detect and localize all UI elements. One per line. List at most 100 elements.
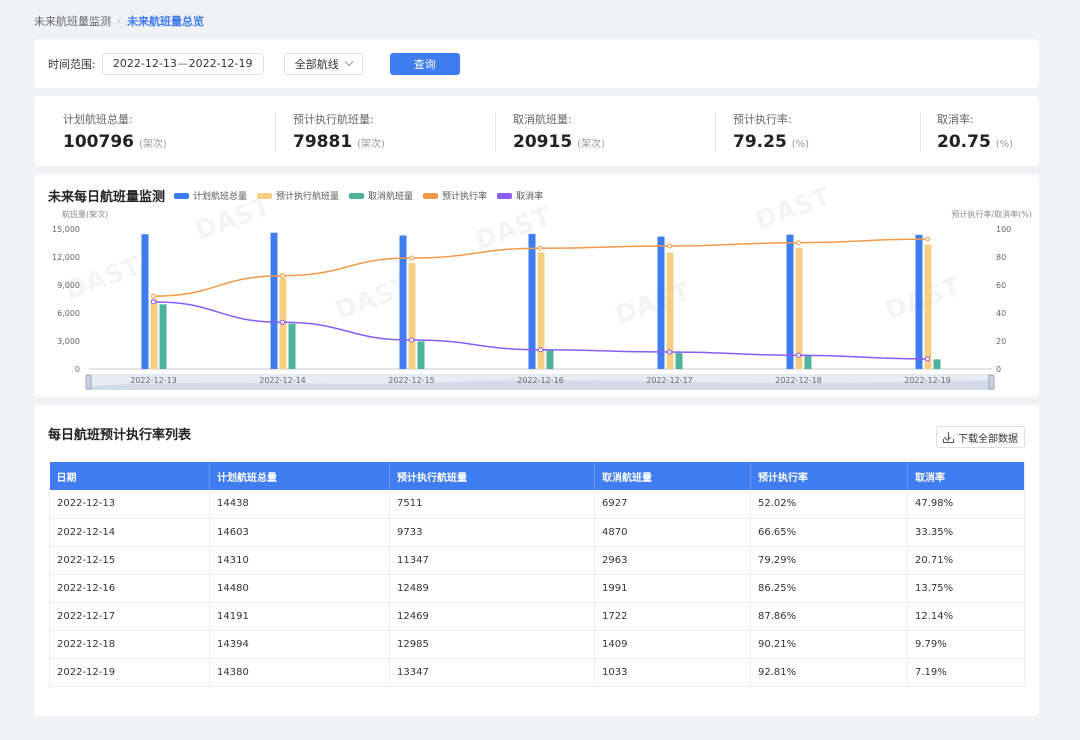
- date-end[interactable]: 2022-12-19: [188, 57, 253, 70]
- table-cell: 2022-12-15: [49, 546, 210, 575]
- table-panel: 每日航班预计执行率列表 下载全部数据 日期 计划航班总量 预计执行航班量 取消航…: [34, 405, 1039, 716]
- stat-label: 取消航班量:: [513, 113, 572, 126]
- stat-label: 取消率:: [937, 113, 974, 126]
- route-select[interactable]: 全部航线: [283, 52, 363, 75]
- stat-unit: (%): [995, 139, 1014, 150]
- table-cell: 12489: [389, 574, 595, 603]
- point-取消率: [409, 337, 414, 343]
- table-cell: 12.14%: [907, 602, 1025, 631]
- column-header[interactable]: 预计执行航班量: [389, 462, 595, 490]
- table-cell: 14191: [209, 602, 390, 631]
- table-cell: 90.21%: [750, 630, 908, 659]
- bar-计划航班总量: [657, 236, 665, 369]
- stat-cancelled: 取消航班量: 20915 (架次): [513, 111, 605, 152]
- chart-panel: DAST DAST DAST DAST DAST DAST DAST 航班量(架…: [34, 174, 1039, 397]
- x-tick-label: 2022-12-18: [775, 376, 822, 385]
- point-预计执行率: [538, 245, 543, 251]
- y2-tick-label: 100: [996, 225, 1011, 234]
- legend-label: 计划航班总量: [193, 192, 248, 202]
- filter-bar: 时间范围: 2022-12-13 — 2022-12-19 全部航线 查询: [34, 39, 1039, 88]
- legend-item[interactable]: 预计执行率: [423, 189, 487, 202]
- bar-取消航班量: [804, 355, 812, 369]
- point-取消率: [280, 319, 285, 325]
- table-row: 2022-12-15 14310 11347 2963 79.29% 20.71%: [49, 546, 1025, 575]
- point-取消率: [796, 352, 801, 358]
- table-cell: 14394: [209, 630, 390, 659]
- chevron-down-icon: [344, 57, 353, 67]
- download-label: 下载全部数据: [958, 433, 1018, 445]
- stat-unit: (架次): [138, 139, 167, 150]
- y2-tick-label: 80: [996, 253, 1006, 262]
- divider: [715, 112, 716, 152]
- column-header[interactable]: 取消航班量: [594, 462, 751, 490]
- table-cell: 14310: [209, 546, 390, 575]
- breadcrumb-parent[interactable]: 未来航班量监测: [34, 15, 111, 28]
- chart-canvas: 航班量(架次) 预计执行率/取消率(%) 15,000 12,000 9,000 6,00…: [52, 209, 1032, 390]
- x-tick-label: 2022-12-13: [130, 376, 177, 385]
- download-icon: [943, 431, 954, 443]
- table-row: 2022-12-13 14438 7511 6927 52.02% 47.98%: [49, 490, 1025, 519]
- date-range-picker[interactable]: 2022-12-13 — 2022-12-19: [101, 52, 264, 75]
- date-start[interactable]: 2022-12-13: [112, 57, 177, 70]
- stat-label: 预计执行率:: [733, 113, 792, 126]
- stats-summary: 计划航班总量: 100796 (架次) 预计执行航班量: 79881 (架次) 取消…: [34, 96, 1039, 166]
- data-zoom-handle-right[interactable]: [988, 374, 995, 390]
- table-cell: 13.75%: [907, 574, 1025, 603]
- table-cell: 2022-12-14: [49, 518, 210, 547]
- bar-取消航班量: [933, 359, 941, 369]
- column-header[interactable]: 取消率: [907, 462, 1025, 490]
- download-all-button[interactable]: 下载全部数据: [936, 426, 1025, 448]
- bar-计划航班总量: [915, 234, 923, 369]
- data-zoom-handle-left[interactable]: [85, 374, 92, 390]
- y-tick-label: 6,000: [57, 309, 80, 318]
- legend-item[interactable]: 取消率: [497, 189, 543, 202]
- y2-tick-label: 0: [996, 365, 1001, 374]
- point-预计执行率: [409, 255, 414, 261]
- column-header[interactable]: 日期: [49, 462, 210, 490]
- table-cell: 12469: [389, 602, 595, 631]
- table-cell: 12985: [389, 630, 595, 659]
- table-cell: 20.71%: [907, 546, 1025, 575]
- stat-unit: (架次): [357, 139, 385, 150]
- table-cell: 47.98%: [907, 490, 1025, 519]
- table-cell: 14480: [209, 574, 390, 603]
- table-cell: 1033: [594, 658, 751, 687]
- legend-label: 取消航班量: [368, 192, 414, 202]
- bar-计划航班总量: [270, 232, 278, 369]
- bar-取消航班量: [675, 352, 683, 369]
- bar-取消航班量: [546, 350, 554, 369]
- chart-title: 未来每日航班量监测: [48, 190, 166, 205]
- bar-预计执行航班量: [150, 298, 158, 369]
- column-header[interactable]: 计划航班总量: [209, 462, 390, 490]
- query-button[interactable]: 查询: [389, 52, 460, 75]
- divider: [275, 112, 276, 152]
- x-tick-label: 2022-12-15: [388, 376, 435, 385]
- table-cell: 66.65%: [750, 518, 908, 547]
- stat-execution-rate: 预计执行率: 79.25 (%): [733, 111, 809, 152]
- column-header[interactable]: 预计执行率: [750, 462, 908, 490]
- legend-item[interactable]: 计划航班总量: [174, 189, 247, 202]
- stat-expected-executed: 预计执行航班量: 79881 (架次): [293, 111, 385, 152]
- point-预计执行率: [667, 243, 672, 249]
- y2-tick-label: 20: [996, 337, 1006, 346]
- stat-label: 计划航班总量:: [63, 113, 133, 126]
- chevron-right-icon: ›: [117, 15, 121, 27]
- table-cell: 2022-12-17: [49, 602, 210, 631]
- legend-item[interactable]: 取消航班量: [349, 189, 413, 202]
- table-cell: 9.79%: [907, 630, 1025, 659]
- table-cell: 7511: [389, 490, 595, 519]
- table-row: 2022-12-16 14480 12489 1991 86.25% 13.75%: [49, 574, 1025, 603]
- point-取消率: [667, 349, 672, 355]
- table-cell: 33.35%: [907, 518, 1025, 547]
- table-cell: 52.02%: [750, 490, 908, 519]
- table-cell: 1722: [594, 602, 751, 631]
- legend-item[interactable]: 预计执行航班量: [257, 189, 339, 202]
- table-cell: 1991: [594, 574, 751, 603]
- data-zoom-shape: [90, 380, 992, 390]
- stat-value: 79.25: [733, 132, 787, 152]
- stat-cancel-rate: 取消率: 20.75 (%): [937, 111, 1013, 152]
- point-预计执行率: [925, 236, 930, 242]
- y2-axis-title: 预计执行率/取消率(%): [951, 209, 1032, 219]
- table-cell: 14438: [209, 490, 390, 519]
- table-cell: 13347: [389, 658, 595, 687]
